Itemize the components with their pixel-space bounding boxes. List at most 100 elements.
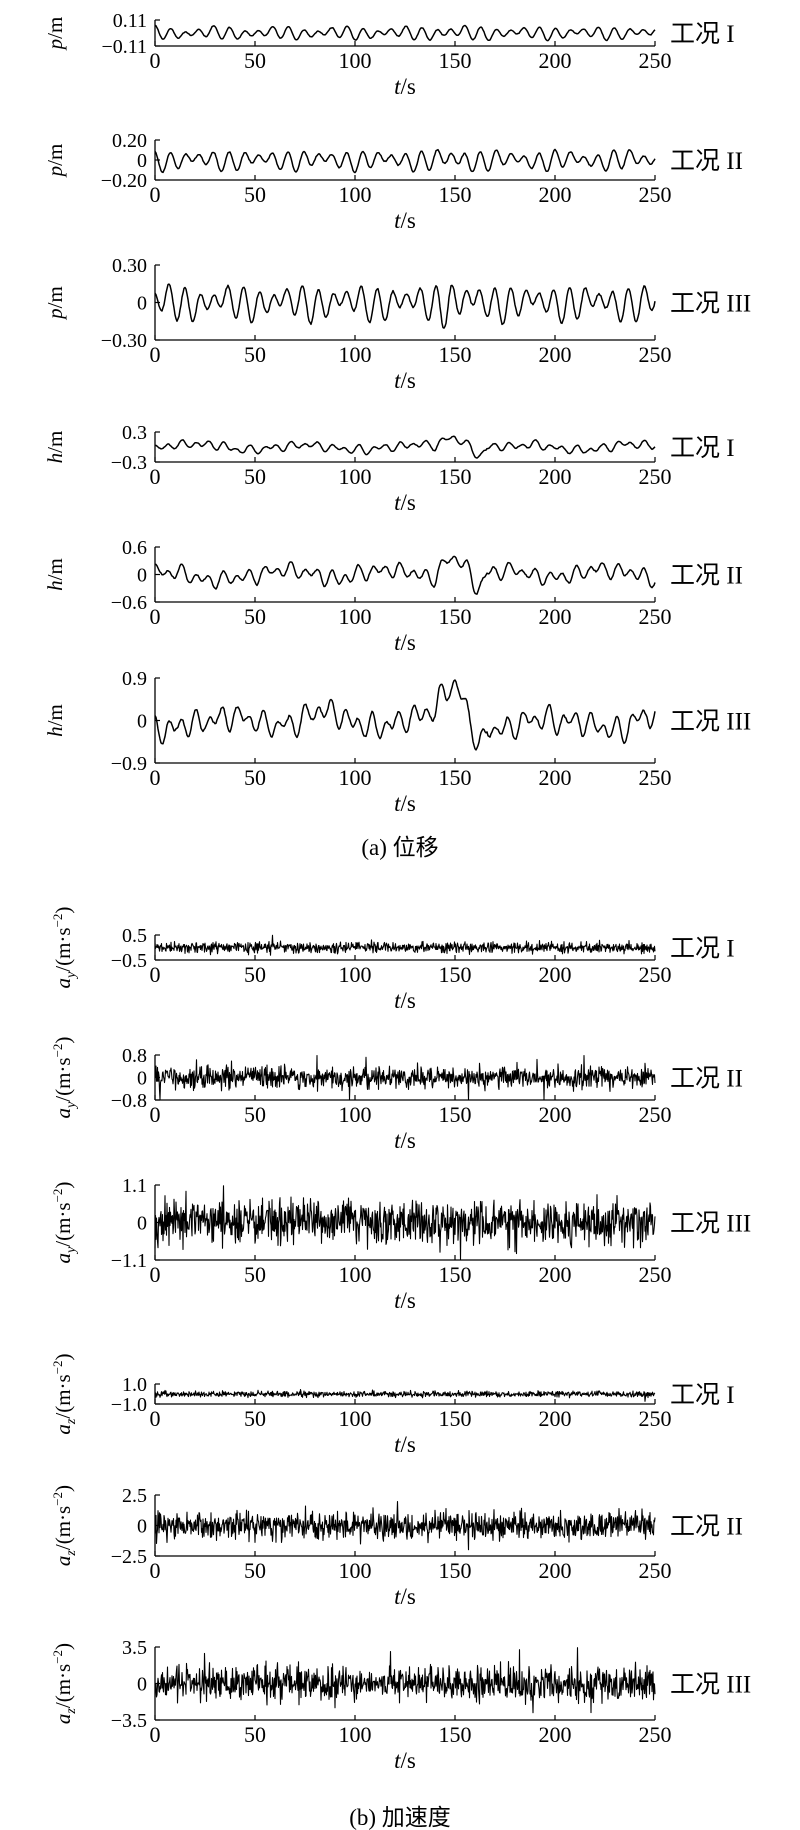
case-label: 工况 III xyxy=(670,291,751,318)
series-line xyxy=(154,435,656,459)
y-tick-label: 0.30 xyxy=(112,255,147,277)
x-tick-label: 50 xyxy=(244,1406,266,1431)
series-line xyxy=(154,679,656,751)
x-tick-label: 0 xyxy=(150,464,161,489)
x-tick-label: 50 xyxy=(244,765,266,790)
case-label: 工况 I xyxy=(670,1382,735,1409)
x-tick-label: 0 xyxy=(150,1406,161,1431)
y-tick-label: −0.8 xyxy=(111,1090,147,1112)
y-axis-label: ay/(m·s−2) xyxy=(50,1182,79,1264)
y-tick-label: 0.8 xyxy=(122,1045,147,1067)
x-axis-label: t/s xyxy=(394,791,416,816)
x-tick-label: 250 xyxy=(639,1102,672,1127)
x-tick-label: 200 xyxy=(539,1262,572,1287)
x-tick-label: 50 xyxy=(244,182,266,207)
y-tick-label: 0 xyxy=(137,293,147,315)
x-tick-label: 250 xyxy=(639,962,672,987)
y-tick-label: 0.3 xyxy=(122,422,147,444)
x-tick-label: 200 xyxy=(539,1406,572,1431)
y-tick-label: −0.20 xyxy=(101,170,147,192)
y-tick-label: −0.9 xyxy=(111,753,147,775)
series-line xyxy=(154,934,656,956)
x-tick-label: 200 xyxy=(539,342,572,367)
y-tick-label: 0.6 xyxy=(122,537,147,559)
series-line xyxy=(154,1647,656,1714)
x-tick-label: 250 xyxy=(639,1406,672,1431)
x-tick-label: 150 xyxy=(439,765,472,790)
x-tick-label: 150 xyxy=(439,1262,472,1287)
y-tick-label: −1.0 xyxy=(111,1394,147,1416)
y-tick-label: 3.5 xyxy=(122,1637,147,1659)
x-tick-label: 200 xyxy=(539,1558,572,1583)
x-tick-label: 100 xyxy=(339,1558,372,1583)
panels-group: 0 50 100 150 200 250 0.11 −0.11 t/s p/m 工况 I 0 50 100… xyxy=(43,10,751,1773)
case-label: 工况 I xyxy=(670,435,735,462)
panel-4: 0 50 100 150 200 250 0.3 −0.3 t/s h/m 工况 I xyxy=(43,422,735,515)
x-tick-label: 200 xyxy=(539,48,572,73)
x-tick-label: 0 xyxy=(150,604,161,629)
x-tick-label: 200 xyxy=(539,1102,572,1127)
x-tick-label: 150 xyxy=(439,962,472,987)
y-tick-label: −0.5 xyxy=(111,950,147,972)
case-label: 工况 II xyxy=(670,1514,743,1541)
x-tick-label: 250 xyxy=(639,342,672,367)
x-tick-label: 100 xyxy=(339,1262,372,1287)
x-axis-label: t/s xyxy=(394,1128,416,1153)
x-axis-label: t/s xyxy=(394,1432,416,1457)
y-axis-label: h/m xyxy=(43,704,67,737)
y-tick-label: 1.1 xyxy=(122,1175,147,1197)
x-tick-label: 50 xyxy=(244,342,266,367)
caption-b: (b) 加速度 xyxy=(349,1805,451,1830)
x-tick-label: 250 xyxy=(639,1558,672,1583)
case-label: 工况 III xyxy=(670,1672,751,1699)
x-tick-label: 250 xyxy=(639,182,672,207)
x-tick-label: 200 xyxy=(539,962,572,987)
x-axis-label: t/s xyxy=(394,1288,416,1313)
x-tick-label: 200 xyxy=(539,1722,572,1747)
case-label: 工况 II xyxy=(670,1066,743,1093)
x-tick-label: 250 xyxy=(639,464,672,489)
x-tick-label: 100 xyxy=(339,604,372,629)
x-tick-label: 250 xyxy=(639,1262,672,1287)
x-tick-label: 100 xyxy=(339,182,372,207)
y-tick-label: 1.0 xyxy=(122,1374,147,1396)
series-line xyxy=(154,1501,656,1551)
x-tick-label: 100 xyxy=(339,1102,372,1127)
y-axis-label: p/m xyxy=(43,17,67,52)
y-tick-label: 0 xyxy=(137,1516,147,1538)
x-tick-label: 200 xyxy=(539,182,572,207)
x-tick-label: 200 xyxy=(539,604,572,629)
x-tick-label: 50 xyxy=(244,962,266,987)
caption-a: (a) 位移 xyxy=(361,835,438,860)
y-tick-label: 0.5 xyxy=(122,925,147,947)
x-axis-label: t/s xyxy=(394,988,416,1013)
series-line xyxy=(154,148,656,174)
x-tick-label: 0 xyxy=(150,1102,161,1127)
x-tick-label: 150 xyxy=(439,1722,472,1747)
case-label: 工况 II xyxy=(670,563,743,590)
x-tick-label: 150 xyxy=(439,342,472,367)
x-tick-label: 250 xyxy=(639,1722,672,1747)
y-axis-label: az/(m·s−2) xyxy=(50,1485,79,1566)
panel-1: 0 50 100 150 200 250 0.11 −0.11 t/s p/m 工况 I xyxy=(43,10,735,99)
x-tick-label: 0 xyxy=(150,1722,161,1747)
series-line xyxy=(154,1054,656,1101)
y-tick-label: 0 xyxy=(137,150,147,172)
y-axis-label: ay/(m·s−2) xyxy=(50,1037,79,1119)
y-tick-label: −2.5 xyxy=(111,1546,147,1568)
y-axis-label: ay/(m·s−2) xyxy=(50,907,79,989)
series-line xyxy=(154,1185,656,1260)
x-axis-label: t/s xyxy=(394,1584,416,1609)
y-tick-label: 0.20 xyxy=(112,130,147,152)
x-tick-label: 0 xyxy=(150,1558,161,1583)
x-tick-label: 100 xyxy=(339,1406,372,1431)
x-tick-label: 150 xyxy=(439,1406,472,1431)
y-tick-label: −0.6 xyxy=(111,592,147,614)
case-label: 工况 III xyxy=(670,1211,751,1238)
y-tick-label: 0 xyxy=(137,1068,147,1090)
